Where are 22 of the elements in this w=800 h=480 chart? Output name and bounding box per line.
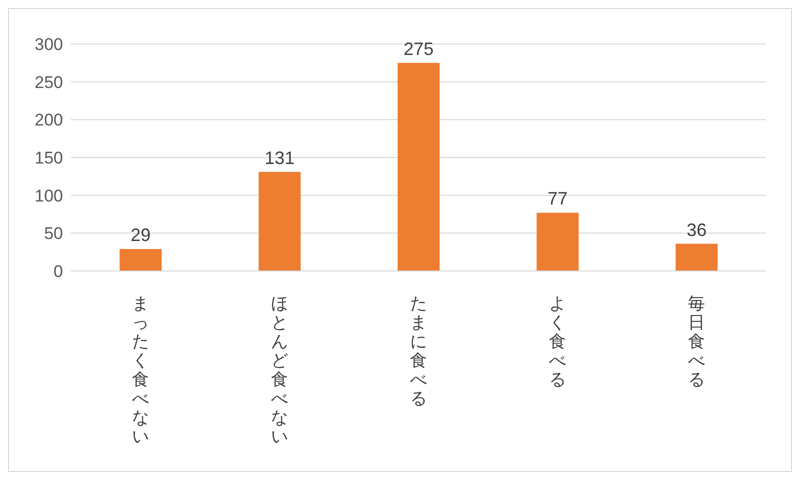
bar <box>398 62 440 271</box>
data-label: 36 <box>686 220 707 240</box>
data-label: 275 <box>404 38 434 59</box>
x-tick-label: 毎日食べる <box>688 294 705 389</box>
data-label: 29 <box>130 225 151 246</box>
y-tick-label: 150 <box>34 148 63 168</box>
x-tick-label: ほとんど食べない <box>271 294 288 446</box>
x-tick-label: まったく食べない <box>132 294 149 446</box>
y-tick-label: 300 <box>34 35 63 54</box>
y-tick-label: 50 <box>44 224 63 244</box>
bar <box>258 172 301 271</box>
data-label: 131 <box>264 148 295 168</box>
y-tick-label: 250 <box>34 72 63 92</box>
y-tick-label: 0 <box>54 262 63 282</box>
y-tick-label: 200 <box>34 110 63 130</box>
bar <box>536 212 579 271</box>
bar <box>120 249 162 271</box>
bar <box>676 244 718 271</box>
x-tick-label: よく食べる <box>549 294 566 389</box>
x-tick-label: たまに食べる <box>410 294 427 408</box>
data-label: 77 <box>548 188 568 209</box>
y-tick-label: 100 <box>34 186 63 206</box>
